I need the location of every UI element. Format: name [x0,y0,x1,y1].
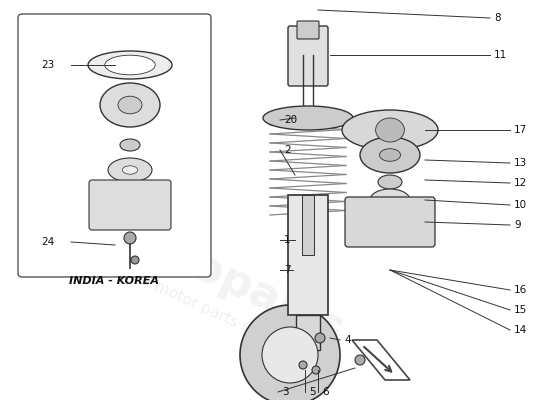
Text: 6: 6 [322,387,329,397]
Ellipse shape [100,83,160,127]
Bar [288,195,328,315]
Ellipse shape [360,137,420,173]
Text: 3: 3 [282,387,289,397]
Text: 13: 13 [514,158,527,168]
FancyBboxPatch shape [345,197,435,247]
Text: 24: 24 [42,237,55,247]
FancyBboxPatch shape [18,14,211,277]
Text: 5: 5 [309,387,316,397]
Ellipse shape [120,139,140,151]
Text: 4: 4 [344,335,351,345]
Ellipse shape [370,189,410,211]
Ellipse shape [122,166,138,174]
Text: a motor parts since 1985: a motor parts since 1985 [140,272,321,368]
Text: 11: 11 [494,50,507,60]
Text: INDIA - KOREA: INDIA - KOREA [69,276,159,286]
Text: 23: 23 [42,60,55,70]
Text: 14: 14 [514,325,527,335]
Text: 8: 8 [494,13,501,23]
Circle shape [355,355,365,365]
Ellipse shape [118,96,142,114]
Text: 16: 16 [514,285,527,295]
Text: 10: 10 [514,200,527,210]
Circle shape [131,256,139,264]
Text: 9: 9 [514,220,521,230]
Text: 17: 17 [514,125,527,135]
Bar [302,195,314,255]
Circle shape [312,366,320,374]
FancyBboxPatch shape [288,26,328,86]
Bar [296,315,320,350]
Text: 20: 20 [284,115,297,125]
Text: 12: 12 [514,178,527,188]
Text: 7: 7 [284,265,290,275]
Text: 2: 2 [284,145,290,155]
Circle shape [299,361,307,369]
FancyBboxPatch shape [89,180,171,230]
Ellipse shape [88,51,172,79]
Text: 1: 1 [284,235,290,245]
Ellipse shape [263,106,353,130]
Circle shape [315,333,325,343]
Ellipse shape [379,149,400,161]
Ellipse shape [105,55,155,75]
Circle shape [262,327,318,383]
Text: europarts: europarts [109,208,350,352]
FancyBboxPatch shape [297,21,319,39]
Circle shape [240,305,340,400]
Circle shape [124,232,136,244]
Ellipse shape [376,118,404,142]
Ellipse shape [342,110,438,150]
Ellipse shape [378,175,402,189]
Text: 15: 15 [514,305,527,315]
Ellipse shape [108,158,152,182]
